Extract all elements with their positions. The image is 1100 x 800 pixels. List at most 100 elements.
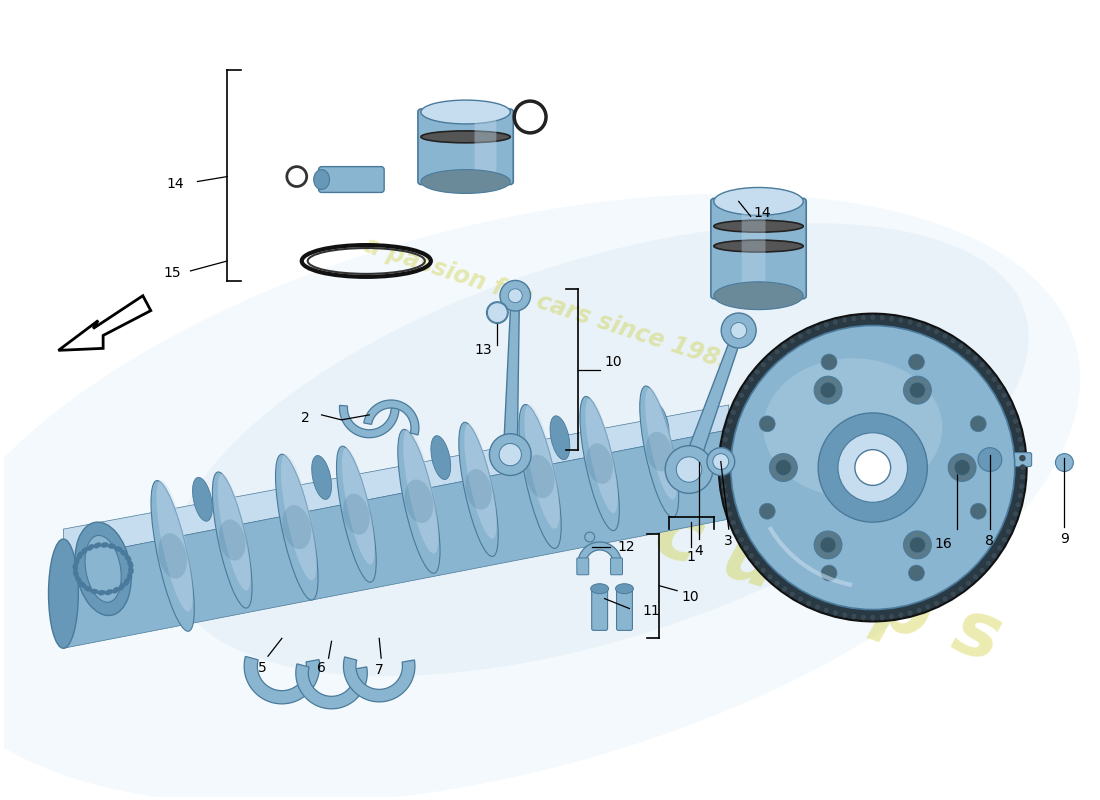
Ellipse shape [486, 302, 508, 323]
Ellipse shape [1001, 392, 1008, 398]
Circle shape [903, 376, 932, 404]
Circle shape [855, 450, 891, 486]
FancyBboxPatch shape [592, 586, 607, 630]
Ellipse shape [77, 552, 82, 559]
Ellipse shape [950, 591, 956, 597]
FancyBboxPatch shape [741, 198, 766, 290]
Ellipse shape [730, 410, 736, 415]
FancyBboxPatch shape [576, 558, 588, 574]
Ellipse shape [719, 465, 726, 470]
Ellipse shape [73, 570, 79, 578]
Ellipse shape [934, 600, 939, 606]
Ellipse shape [950, 338, 956, 344]
Ellipse shape [1001, 537, 1008, 542]
Ellipse shape [714, 282, 803, 310]
Ellipse shape [311, 455, 331, 499]
Ellipse shape [824, 322, 829, 328]
Ellipse shape [1015, 502, 1021, 508]
FancyBboxPatch shape [711, 198, 806, 298]
Ellipse shape [519, 405, 561, 549]
Ellipse shape [824, 607, 829, 613]
Ellipse shape [87, 544, 94, 550]
Ellipse shape [585, 398, 618, 513]
Ellipse shape [112, 587, 119, 594]
Ellipse shape [79, 582, 86, 588]
Circle shape [499, 281, 530, 311]
Text: e c u 2 p s: e c u 2 p s [571, 472, 1010, 678]
Ellipse shape [806, 600, 812, 606]
Ellipse shape [431, 436, 451, 479]
Ellipse shape [723, 493, 728, 498]
Ellipse shape [464, 424, 497, 538]
Ellipse shape [616, 584, 634, 594]
Polygon shape [343, 657, 415, 702]
Ellipse shape [997, 384, 1002, 390]
Ellipse shape [421, 100, 510, 124]
Ellipse shape [851, 614, 857, 619]
Ellipse shape [966, 349, 971, 355]
Ellipse shape [219, 519, 245, 561]
Ellipse shape [806, 329, 812, 335]
Ellipse shape [860, 315, 867, 321]
Ellipse shape [85, 535, 121, 602]
Polygon shape [682, 329, 744, 472]
Ellipse shape [586, 443, 613, 484]
Ellipse shape [720, 455, 726, 461]
Circle shape [821, 382, 836, 398]
Circle shape [818, 413, 927, 522]
Ellipse shape [1020, 455, 1025, 461]
Ellipse shape [1019, 483, 1024, 490]
Ellipse shape [720, 474, 726, 480]
Polygon shape [64, 430, 728, 648]
Ellipse shape [170, 223, 1028, 676]
Ellipse shape [720, 483, 727, 490]
Ellipse shape [98, 590, 106, 595]
Ellipse shape [275, 454, 318, 600]
Ellipse shape [958, 586, 964, 592]
Circle shape [970, 416, 987, 432]
Text: 2: 2 [301, 411, 310, 425]
Ellipse shape [889, 614, 894, 619]
Ellipse shape [763, 358, 943, 498]
Ellipse shape [727, 418, 733, 424]
Ellipse shape [646, 388, 678, 499]
Ellipse shape [343, 494, 370, 534]
Ellipse shape [748, 377, 755, 382]
FancyBboxPatch shape [474, 113, 496, 181]
Ellipse shape [851, 316, 857, 322]
Ellipse shape [314, 170, 330, 190]
Text: 15: 15 [163, 266, 180, 280]
Text: 14: 14 [754, 206, 771, 220]
Ellipse shape [908, 319, 913, 326]
Ellipse shape [128, 560, 133, 568]
Ellipse shape [1012, 418, 1019, 424]
Ellipse shape [81, 547, 88, 554]
Text: 3: 3 [725, 534, 733, 548]
Circle shape [909, 354, 924, 370]
Ellipse shape [156, 480, 192, 611]
Circle shape [713, 454, 728, 470]
Ellipse shape [640, 386, 679, 518]
Ellipse shape [774, 349, 780, 355]
Circle shape [978, 448, 1002, 471]
Ellipse shape [842, 318, 848, 323]
Circle shape [821, 565, 837, 581]
Ellipse shape [720, 446, 727, 452]
Circle shape [954, 459, 970, 475]
Ellipse shape [934, 329, 939, 335]
Circle shape [776, 459, 791, 475]
Ellipse shape [106, 590, 112, 595]
Text: 10: 10 [605, 355, 623, 370]
Circle shape [910, 382, 925, 398]
Ellipse shape [942, 596, 948, 602]
Circle shape [814, 531, 842, 559]
Ellipse shape [738, 537, 745, 542]
Ellipse shape [730, 520, 736, 526]
Ellipse shape [48, 539, 78, 648]
Ellipse shape [192, 478, 212, 522]
Ellipse shape [870, 614, 876, 621]
Text: 13: 13 [475, 343, 493, 358]
Ellipse shape [925, 325, 931, 331]
Ellipse shape [760, 567, 767, 573]
Ellipse shape [1015, 427, 1021, 434]
